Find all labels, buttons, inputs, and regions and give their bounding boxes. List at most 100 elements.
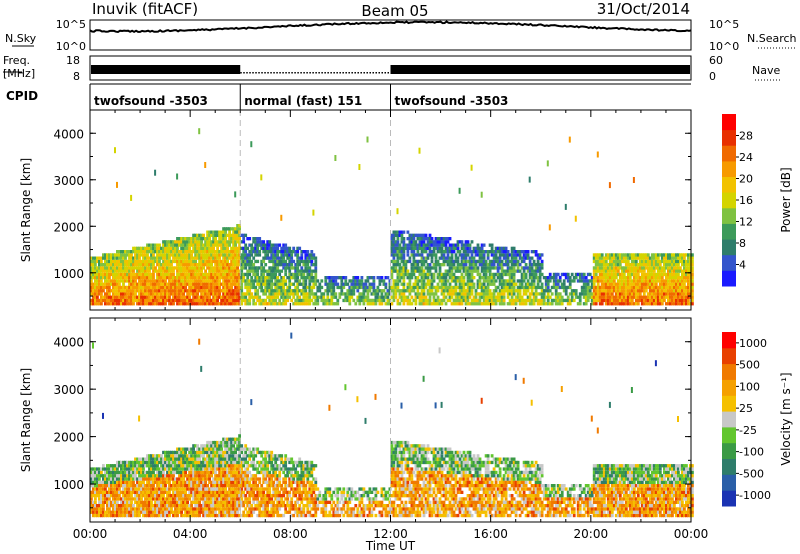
echo-cell [616,279,620,283]
echo-cell [324,279,328,283]
echo-cell [512,282,516,286]
echo-cell [546,289,550,293]
echo-cell [490,246,494,250]
echo-cell [236,259,239,264]
echo-cell [180,243,183,247]
echo-cell [366,276,370,280]
echo-cell [388,302,392,306]
echo-cell [248,250,252,254]
echo-cell [392,289,396,293]
echo-cell [138,467,141,471]
echo-cell [536,282,540,286]
echo-cell [402,237,406,241]
echo-cell [204,279,207,283]
echo-cell [614,272,618,277]
echo-cell [160,256,163,260]
echo-cell [442,298,446,303]
echo-cell [256,259,260,264]
echo-cell [412,246,416,250]
echo-cell [456,246,460,250]
echo-cell [496,295,500,299]
echo-cell [681,289,684,293]
echo-cell [512,253,516,257]
echo-cell [432,243,436,247]
echo-cell [306,259,310,264]
echo-cell [524,285,528,290]
echo-cell [258,302,262,306]
echo-cell [394,269,398,273]
echo-cell [98,510,101,514]
echo-cell [600,279,604,283]
echo-cell [340,285,344,290]
echo-cell [386,295,390,299]
echo-cell [150,272,153,277]
echo-cell [294,298,298,303]
echo-cell [114,263,117,267]
echo-cell [518,253,522,257]
echo-cell [681,282,684,286]
echo-cell [568,136,571,143]
echo-cell [200,256,203,260]
echo-cell [462,256,466,260]
echo-cell [124,487,127,491]
echo-cell [178,289,181,293]
echo-cell [248,298,252,303]
echo-cell [294,279,298,283]
echo-cell [492,302,496,306]
echo-cell [640,289,644,293]
echo-cell [296,298,300,303]
echo-cell [134,246,137,250]
echo-cell [340,289,344,293]
echo-cell [598,253,602,257]
echo-cell [198,243,201,247]
echo-cell [560,272,564,277]
echo-cell [656,259,660,264]
echo-cell [689,289,692,293]
echo-cell [272,259,276,264]
echo-cell [446,285,450,290]
echo-cell [208,253,211,257]
echo-cell [432,292,436,296]
echo-cell [288,272,292,277]
echo-cell [622,269,626,273]
echo-cell [644,295,648,299]
echo-cell [178,263,181,267]
echo-cell [92,342,94,349]
echo-cell [420,295,424,299]
echo-cell [156,282,159,286]
echo-cell [394,233,398,237]
echo-cell [224,289,227,293]
echo-cell [691,298,694,303]
echo-cell [230,266,233,270]
echo-cell [158,243,161,247]
echo-cell [640,269,644,273]
echo-cell [132,272,135,277]
echo-cell [626,295,630,299]
echo-cell [530,289,534,293]
echo-cell [144,263,147,267]
echo-cell [102,256,105,260]
echo-cell [396,233,400,237]
echo-cell [186,272,189,277]
echo-cell [410,243,414,247]
echo-cell [198,269,201,273]
echo-cell [112,276,115,280]
echo-cell [188,272,191,277]
echo-cell [660,269,664,273]
echo-cell [140,484,143,488]
echo-cell [386,276,390,280]
echo-cell [254,272,258,277]
echo-cell [104,474,107,478]
echo-cell [128,276,131,280]
echo-cell [584,276,588,280]
echo-cell [384,285,388,290]
echo-cell [348,295,352,299]
echo-cell [110,474,113,478]
echo-cell [310,259,314,264]
echo-cell [184,266,187,270]
echo-cell [406,302,410,306]
echo-cell [152,266,155,270]
echo-cell [262,250,266,254]
echo-cell [356,276,360,280]
echo-cell [630,253,634,257]
